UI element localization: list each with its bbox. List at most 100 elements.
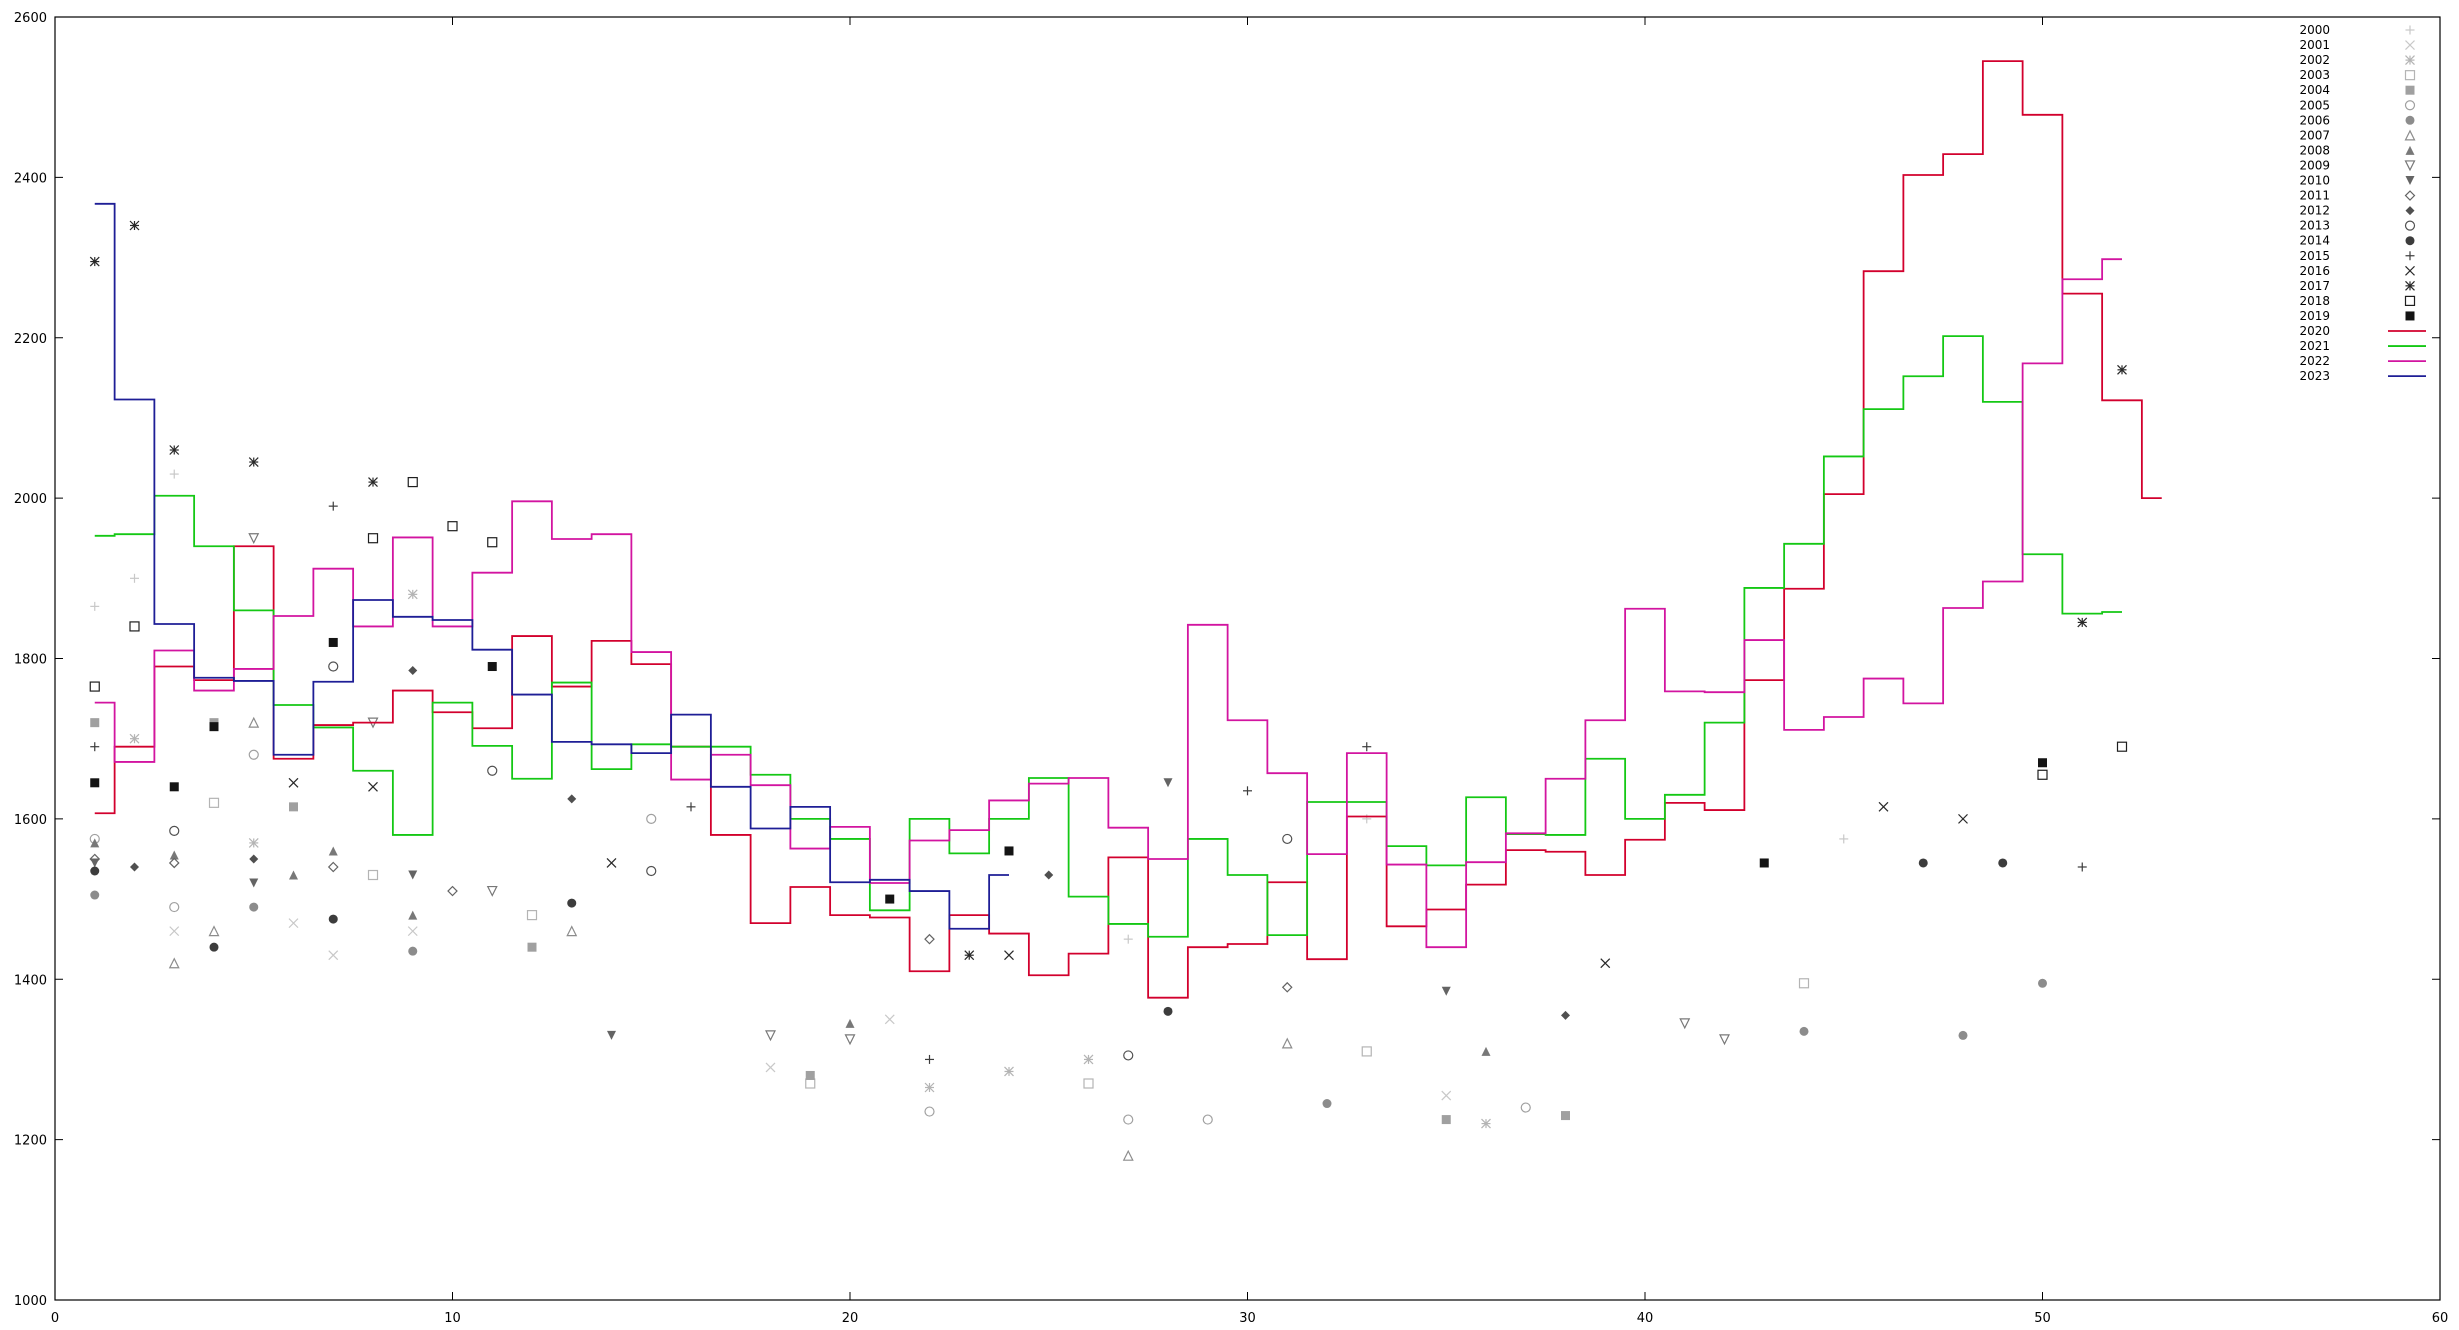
plot-frame [54, 16, 2441, 1301]
data-point-2008 [169, 850, 179, 860]
y-tick-label: 1400 [14, 973, 47, 988]
data-point-2002 [1083, 1054, 1094, 1065]
data-point-2009 [844, 1034, 856, 1046]
data-point-2000 [90, 601, 100, 611]
data-point-2012 [408, 666, 418, 676]
data-point-2017 [368, 477, 378, 488]
data-point-2014 [567, 898, 577, 908]
legend-marker-2019 [2405, 311, 2415, 321]
data-point-2003 [208, 797, 220, 808]
data-point-2011 [89, 853, 101, 865]
legend-marker-2004 [2405, 85, 2415, 95]
data-point-2003 [1083, 1078, 1094, 1089]
data-point-2000 [1123, 934, 1133, 944]
legend-label-2012: 2012 [2299, 204, 2330, 218]
legend-label-2018: 2018 [2299, 294, 2330, 308]
data-point-2007 [168, 957, 180, 969]
data-point-2014 [1163, 1006, 1173, 1016]
data-point-2009 [765, 1030, 776, 1042]
series-2008 [90, 838, 1491, 1056]
data-point-2000 [130, 573, 139, 583]
data-point-2017 [129, 220, 140, 231]
data-point-2019 [1759, 858, 1769, 868]
legend-label-2003: 2003 [2299, 68, 2330, 82]
legend-label-2017: 2017 [2299, 279, 2330, 293]
data-point-2005 [169, 901, 180, 913]
legend-marker-2014 [2405, 236, 2415, 246]
data-point-2013 [328, 661, 339, 672]
series-2016 [288, 777, 1968, 969]
y-tick-label: 1600 [14, 813, 47, 828]
data-point-2016 [1878, 801, 1889, 812]
legend-marker-2005 [2404, 100, 2416, 111]
data-point-2018 [129, 621, 140, 632]
legend-marker-2013 [2404, 220, 2416, 231]
series-2013 [169, 661, 1293, 1061]
step-line-2023 [94, 202, 1009, 930]
series-2017 [89, 220, 2127, 961]
data-point-2004 [527, 942, 537, 952]
legend-marker-2016 [2405, 265, 2415, 276]
data-point-2005 [646, 813, 657, 824]
legend-label-2014: 2014 [2299, 234, 2330, 248]
data-point-2012 [1561, 1010, 1570, 1020]
legend: 2000200120022003200420052006200720082009… [2299, 23, 2426, 383]
data-point-2009 [486, 885, 498, 897]
series-2003 [208, 797, 1810, 1089]
data-point-2001 [328, 950, 339, 961]
data-point-2015 [1362, 742, 1372, 752]
legend-marker-2003 [2404, 70, 2416, 81]
series-2019 [90, 637, 2047, 904]
data-point-2017 [2117, 364, 2127, 375]
data-point-2008 [408, 910, 418, 920]
data-point-2010 [1441, 986, 1451, 996]
data-point-2001 [765, 1062, 776, 1073]
data-point-2006 [1958, 1030, 1968, 1040]
data-point-2014 [328, 914, 338, 924]
legend-label-2002: 2002 [2299, 53, 2330, 67]
step-line-2020 [94, 60, 2162, 999]
data-point-2003 [526, 909, 538, 921]
legend-marker-2002 [2405, 55, 2415, 66]
y-tick-label: 2400 [14, 171, 47, 186]
data-point-2015 [686, 802, 696, 812]
step-line-2022 [94, 258, 2122, 949]
data-point-2007 [248, 716, 260, 728]
legend-label-2011: 2011 [2299, 189, 2330, 203]
data-point-2005 [924, 1106, 935, 1117]
series-2006 [90, 890, 2047, 1109]
data-point-2019 [487, 662, 497, 672]
legend-marker-2008 [2405, 145, 2415, 155]
series-2001 [169, 918, 1452, 1101]
data-point-2013 [487, 765, 498, 776]
data-point-2016 [288, 777, 299, 788]
data-point-2006 [1799, 1026, 1809, 1036]
data-point-2018 [2116, 741, 2128, 752]
data-point-2014 [1998, 858, 2008, 868]
legend-label-2016: 2016 [2299, 264, 2330, 278]
y-tick-label: 2200 [14, 332, 47, 347]
legend-marker-2012 [2405, 206, 2415, 216]
data-point-2018 [447, 521, 458, 532]
data-point-2013 [646, 865, 657, 877]
data-point-2008 [1481, 1046, 1491, 1056]
data-point-2001 [169, 926, 180, 937]
data-point-2004 [1561, 1111, 1570, 1121]
data-point-2005 [1520, 1102, 1531, 1113]
data-point-2013 [169, 825, 180, 837]
data-point-2009 [1679, 1018, 1691, 1030]
data-point-2010 [1163, 778, 1173, 788]
data-point-2013 [1282, 833, 1293, 845]
data-point-2002 [1481, 1118, 1491, 1129]
data-point-2002 [924, 1082, 935, 1093]
legend-label-2006: 2006 [2299, 113, 2330, 127]
data-point-2016 [368, 781, 378, 792]
data-point-2003 [367, 869, 379, 881]
data-point-2001 [288, 918, 299, 929]
data-point-2003 [805, 1078, 816, 1089]
x-tick-label: 10 [444, 1311, 461, 1326]
data-point-2012 [567, 794, 577, 804]
data-point-2016 [1958, 813, 1968, 824]
data-point-2011 [1281, 981, 1293, 993]
